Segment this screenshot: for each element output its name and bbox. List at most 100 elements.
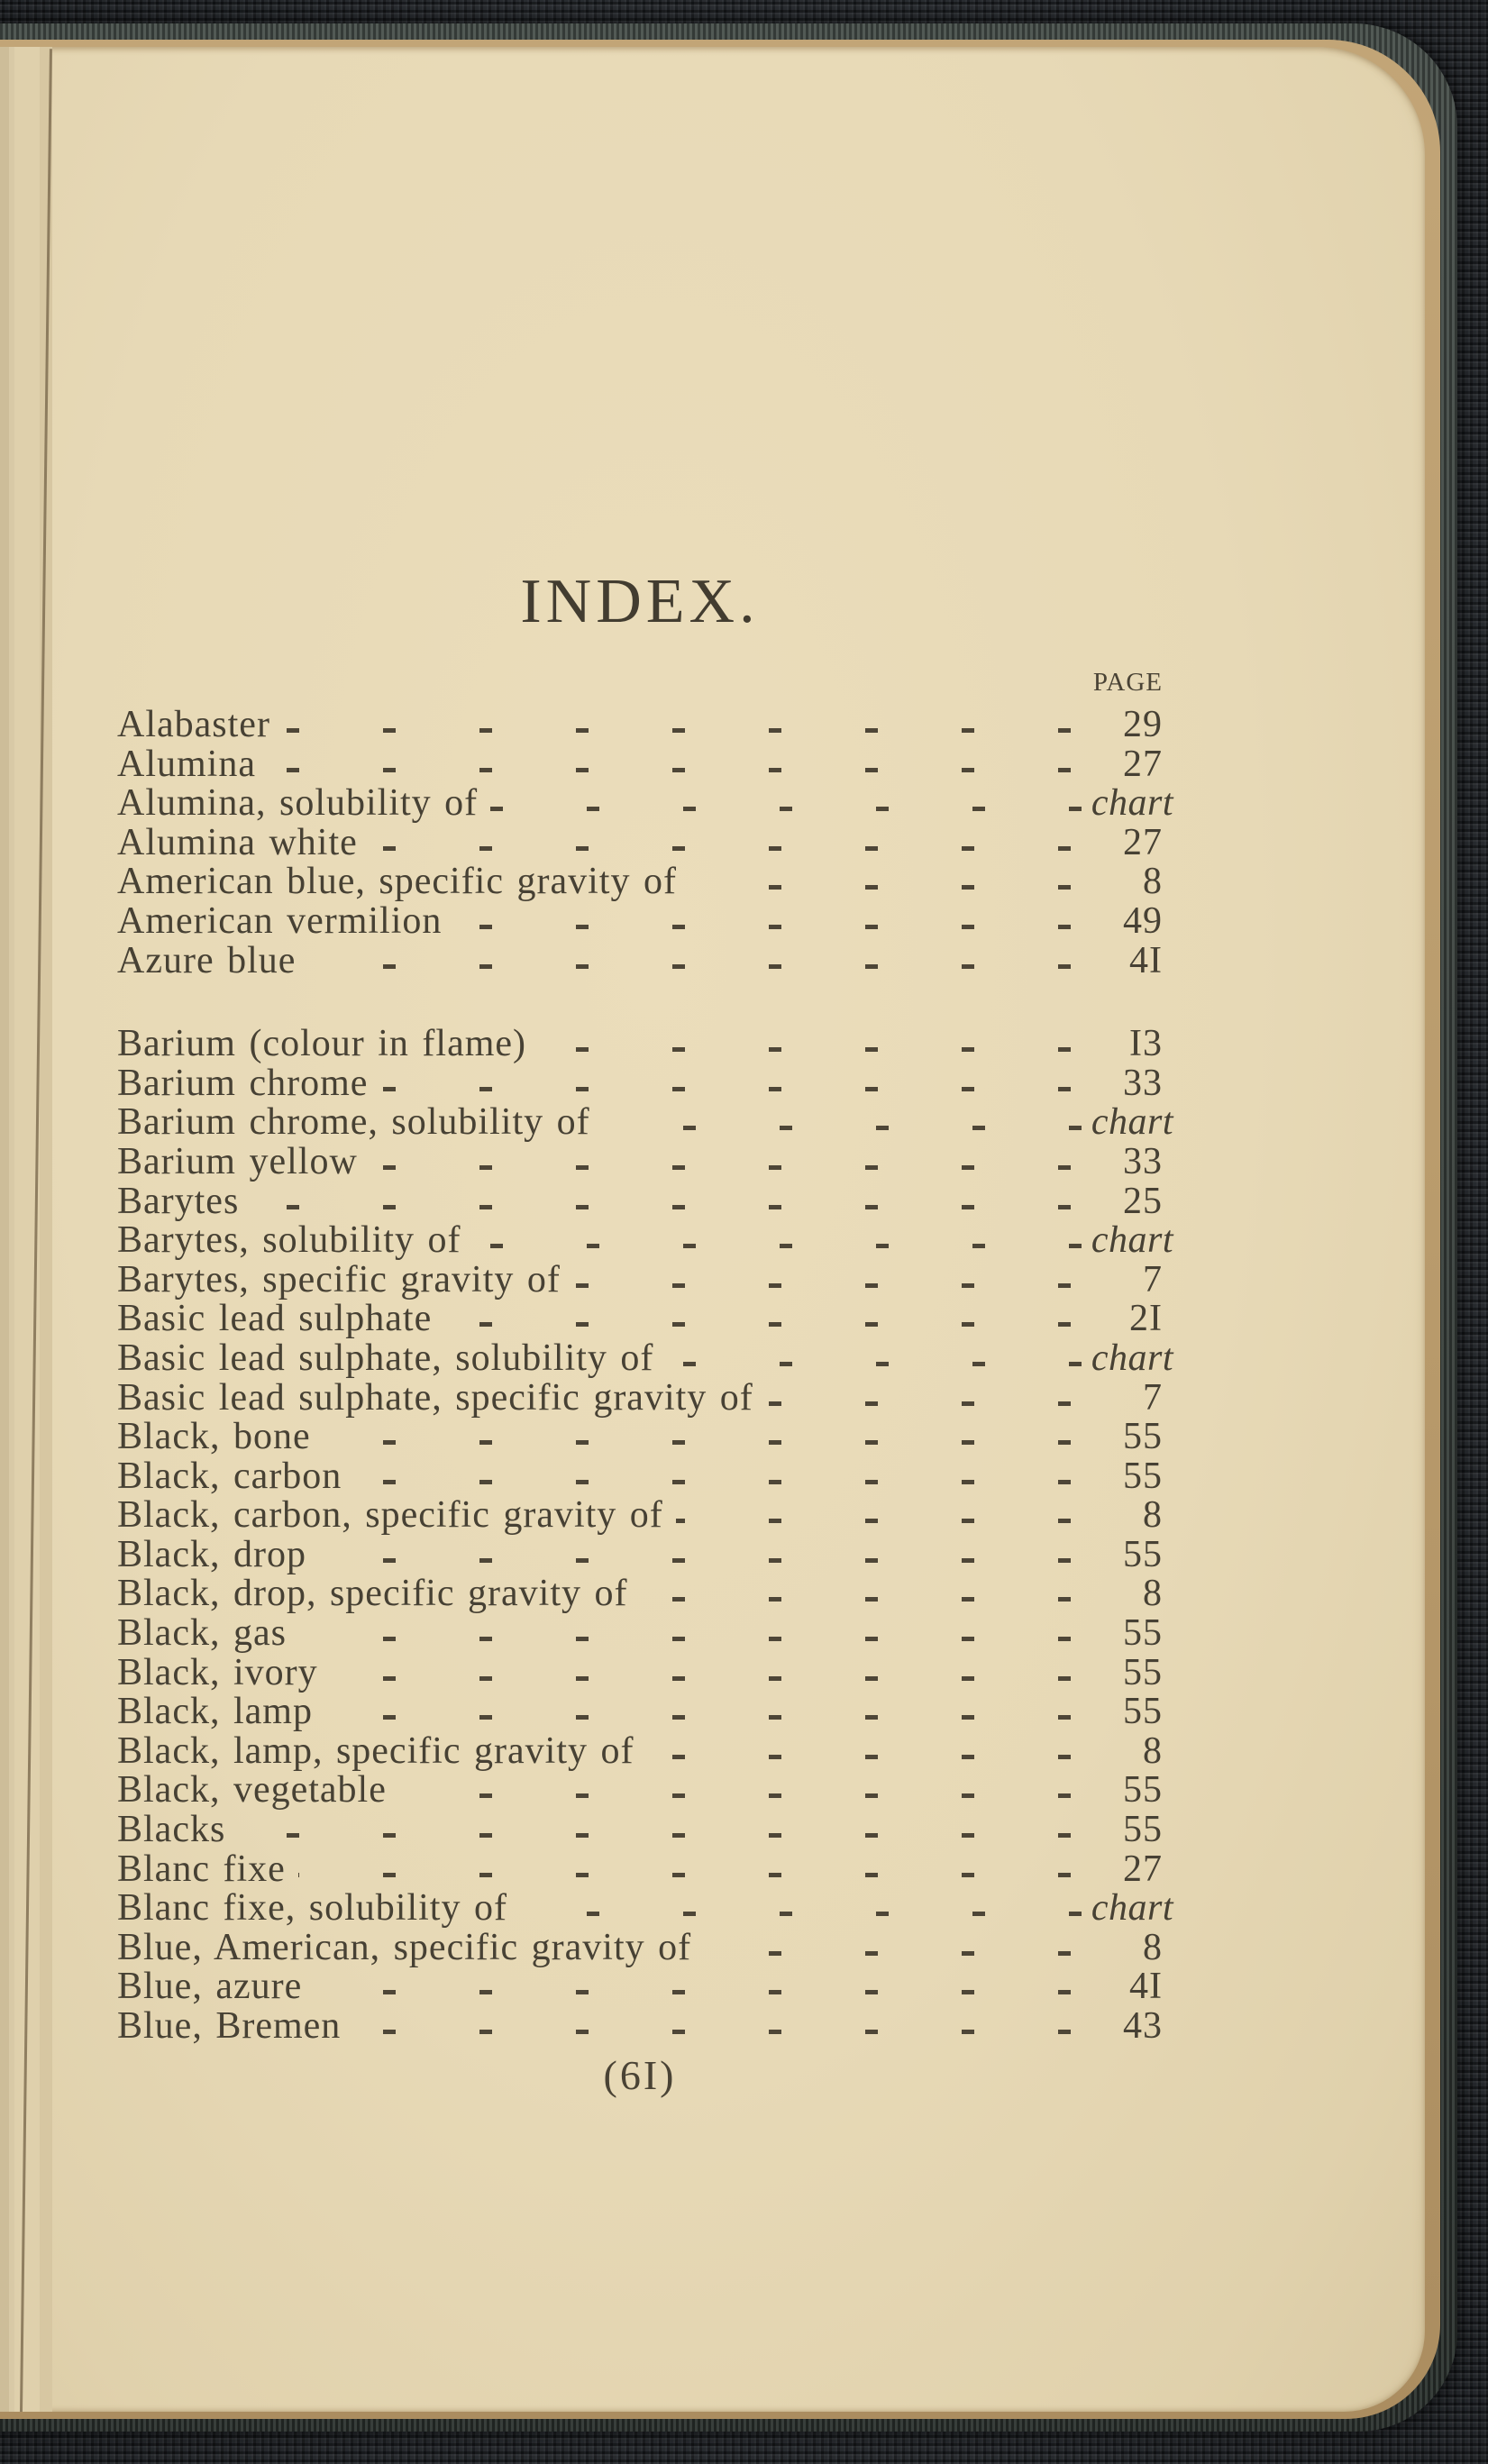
entry-page: chart [1091,1887,1173,1930]
entry-label: American vermilion [117,899,443,942]
index-entry: Black, ivory 55 [117,1651,1163,1693]
index-section-B: Barium (colour in flame) I3 Barium chrom… [117,1023,1173,2047]
dash-leader [473,1221,1083,1261]
entry-label: Black, bone [117,1416,311,1458]
entry-page: I3 [1129,1023,1163,1065]
folio-number: (6I) [603,2052,677,2098]
index-entry: Barium chrome 33 [117,1062,1163,1104]
dash-leader [490,784,1083,824]
entry-label: American blue, specific gravity of [117,861,677,903]
entry-page: 8 [1143,1729,1163,1772]
dash-leader [602,1103,1083,1143]
entry-page: 55 [1123,1533,1163,1575]
entry-page: 29 [1123,704,1163,745]
dash-leader [330,1653,1073,1693]
entry-label: Black, lamp, specific gravity of [117,1729,634,1772]
dash-leader [666,1338,1083,1379]
entry-page: 55 [1123,1455,1163,1497]
index-entry: Basic lead sulphate 2I [117,1300,1163,1339]
entry-label: Black, drop [117,1533,306,1575]
entry-page: 33 [1123,1062,1163,1104]
dash-leader [539,1025,1073,1064]
index-entry: Blue, Bremen 43 [117,2005,1163,2047]
dash-leader [353,2007,1073,2047]
entry-page: 25 [1123,1180,1163,1222]
entry-label: Barytes, solubility of [117,1219,461,1262]
index-entry: Black, bone 55 [117,1416,1163,1458]
entry-page: 55 [1123,1416,1163,1458]
index-entry: Azure blue 4I [117,939,1163,981]
entry-label: Blacks [117,1809,226,1851]
dash-leader [370,1142,1073,1182]
entry-page: 8 [1143,1494,1163,1537]
dash-leader [519,1889,1083,1929]
dash-leader [308,941,1073,981]
entry-page: 2I [1129,1298,1163,1340]
index-entry: Black, gas 55 [117,1612,1163,1655]
entry-page: 33 [1123,1140,1163,1182]
index-entry: Basic lead sulphate, solubility of chart [117,1338,1173,1379]
index-entry: Blanc fixe, solubility of chart [117,1889,1173,1929]
entry-label: Blue, azure [117,1966,303,2008]
entry-label: Blue, Bremen [117,2005,342,2047]
dash-leader [454,901,1073,942]
entry-label: Basic lead sulphate [117,1298,433,1340]
dash-leader [380,1063,1073,1104]
entry-page: 55 [1123,1612,1163,1655]
index-entry: American vermilion 49 [117,899,1163,942]
index-entry: American blue, specific gravity of 8 [117,862,1163,902]
index-entry: Barytes, specific gravity of 7 [117,1258,1163,1300]
dash-leader [324,1693,1073,1732]
dash-leader [315,1967,1073,2007]
entry-page: 55 [1123,1769,1163,1811]
index-entry: Black, drop 55 [117,1533,1163,1575]
index-entry: Blue, azure 4I [117,1967,1163,2007]
entry-label: Blue, American, specific gravity of [117,1926,692,1968]
dash-leader [282,706,1073,745]
entry-label: Blanc fixe [117,1848,286,1890]
entry-label: Barium chrome [117,1062,369,1104]
dash-leader [572,1260,1073,1300]
entry-label: Black, lamp [117,1691,313,1733]
entry-label: Barytes [117,1180,240,1222]
index-entry: Black, lamp, specific gravity of 8 [117,1729,1163,1772]
index-entry: Blue, American, specific gravity of 8 [117,1926,1163,1968]
entry-label: Azure blue [117,939,297,981]
dash-leader [444,1300,1073,1339]
dash-leader [765,1378,1073,1419]
entry-label: Alumina [117,743,256,785]
dash-leader [646,1731,1073,1772]
dash-leader [354,1456,1073,1497]
index-entries: Alabaster 29 Alumina 27 Alumina, solubil… [117,704,1173,2047]
dash-leader [238,1811,1073,1850]
index-section-A: Alabaster 29 Alumina 27 Alumina, solubil… [117,704,1173,981]
index-entry: Barytes 25 [117,1182,1163,1222]
dash-leader [640,1574,1073,1615]
index-entry: Alabaster 29 [117,704,1163,745]
dash-leader [675,1496,1073,1536]
entry-label: Black, ivory [117,1651,318,1693]
dash-leader [370,823,1073,863]
entry-page: 8 [1143,1926,1163,1968]
index-entry: Alumina, solubility of chart [117,784,1173,824]
entry-page: 4I [1129,1966,1163,2008]
entry-label: Alumina white [117,821,358,863]
entry-label: Barium yellow [117,1140,358,1182]
dash-leader [323,1418,1073,1457]
entry-label: Barytes, specific gravity of [117,1258,561,1300]
entry-page: 55 [1123,1691,1163,1733]
index-entry: Alumina 27 [117,743,1163,785]
index-entry: Alumina white 27 [117,821,1163,863]
page-title: INDEX. [520,567,760,636]
entry-label: Barium (colour in flame) [117,1023,527,1065]
index-entry: Barium chrome, solubility of chart [117,1103,1173,1143]
entry-page: 7 [1143,1376,1163,1419]
entry-page: 8 [1143,1573,1163,1615]
dash-leader [704,1928,1073,1968]
entry-page: chart [1091,782,1173,825]
index-entry: Barytes, solubility of chart [117,1219,1173,1262]
dash-leader [298,1614,1073,1654]
entry-label: Black, drop, specific gravity of [117,1573,628,1615]
dash-leader [251,1182,1073,1222]
entry-page: 49 [1123,899,1163,942]
